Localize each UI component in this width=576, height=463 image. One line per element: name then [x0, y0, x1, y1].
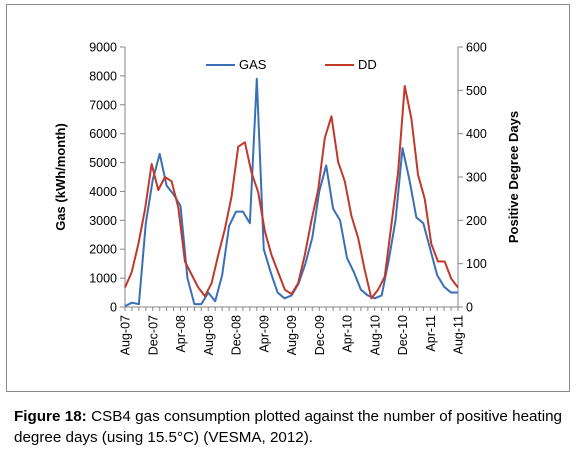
- right-y-tick-labels: 0 100 200 300 400 500 600: [466, 41, 487, 315]
- x-tick-label: Dec-10: [396, 315, 410, 355]
- left-y-tick-label: 4000: [89, 185, 117, 199]
- x-tick-label: Apr-09: [257, 315, 271, 353]
- x-tick-label: Apr-10: [341, 315, 355, 353]
- left-y-tick-label: 2000: [89, 243, 117, 257]
- right-y-tick-label: 500: [466, 84, 487, 98]
- x-tick-label: Aug-09: [285, 315, 299, 355]
- legend: GAS DD: [206, 57, 377, 72]
- left-y-tick-label: 1000: [89, 272, 117, 286]
- x-tick-label: Apr-11: [424, 315, 438, 352]
- right-y-tick-label: 400: [466, 127, 487, 141]
- left-y-tick-labels: 0 1000 2000 3000 4000 5000 6000 7000 8000 9000: [89, 41, 117, 315]
- x-tick-label: Aug-11: [452, 315, 466, 354]
- left-y-tick-label: 5000: [89, 156, 117, 170]
- right-y-tick-label: 100: [466, 257, 487, 271]
- left-y-tick-label: 6000: [89, 127, 117, 141]
- data-series: [124, 77, 459, 308]
- series-line-gas: [124, 77, 458, 308]
- x-tick-label: Aug-10: [368, 315, 382, 355]
- gas-degree-days-chart: 0 1000 2000 3000 4000 5000 6000 7000 8000 9000 0 1…: [53, 41, 521, 356]
- left-y-tick-label: 9000: [89, 41, 117, 55]
- figure-caption: Figure 18: CSB4 gas consumption plotted …: [14, 408, 562, 446]
- legend-dd-label: DD: [358, 57, 377, 72]
- x-tick-label: Aug-08: [202, 315, 216, 355]
- legend-gas-label: GAS: [239, 57, 267, 72]
- right-y-tick-label: 0: [466, 301, 473, 315]
- caption-label: Figure 18:: [14, 408, 87, 425]
- right-y-tick-label: 200: [466, 214, 487, 228]
- left-y-tick-label: 3000: [89, 214, 117, 228]
- series-line-dd: [124, 85, 459, 300]
- right-y-tick-label: 300: [466, 171, 487, 185]
- x-tick-label: Dec-07: [146, 315, 160, 355]
- left-y-tick-label: 7000: [89, 98, 117, 112]
- right-y-tick-label: 600: [466, 41, 487, 55]
- left-y-tick-label: 8000: [89, 69, 117, 83]
- x-tick-label: Apr-08: [174, 315, 188, 353]
- figure-frame: 0 1000 2000 3000 4000 5000 6000 7000 8000 9000 0 1…: [6, 4, 570, 392]
- right-y-axis-title: Positive Degree Days: [506, 111, 521, 243]
- tick-marks: [120, 46, 463, 311]
- x-tick-labels: Aug-07 Dec-07 Apr-08 Aug-08 Dec-08 Apr-09 Aug-…: [119, 315, 466, 355]
- x-tick-label: Aug-07: [119, 315, 133, 355]
- x-tick-label: Dec-09: [313, 315, 327, 355]
- left-y-tick-label: 0: [110, 301, 117, 315]
- left-y-axis-title: Gas (kWh/month): [53, 123, 68, 231]
- x-tick-label: Dec-08: [230, 315, 244, 355]
